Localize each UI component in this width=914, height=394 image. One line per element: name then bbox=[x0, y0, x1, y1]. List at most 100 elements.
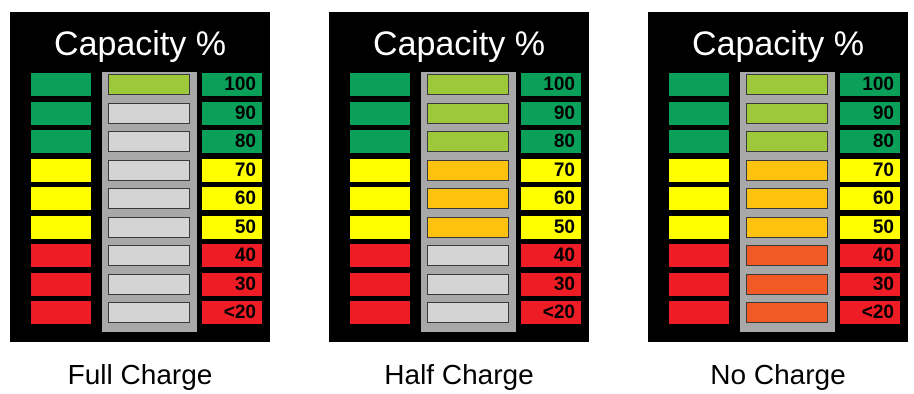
gauge-cell bbox=[427, 273, 509, 295]
capacity-label-text: 70 bbox=[553, 159, 575, 181]
caption-half-charge: Half Charge bbox=[384, 359, 534, 390]
capacity-label: 60 bbox=[840, 187, 900, 210]
band-indicator bbox=[669, 73, 729, 96]
band-indicator bbox=[350, 101, 410, 125]
capacity-label-text: 70 bbox=[234, 159, 256, 181]
capacity-label-text: 100 bbox=[862, 74, 894, 95]
capacity-label: 40 bbox=[202, 244, 262, 267]
gauge-row: 80 bbox=[10, 130, 270, 153]
gauge-cell bbox=[746, 74, 828, 95]
band-indicator bbox=[350, 272, 410, 296]
band-indicator bbox=[350, 244, 410, 267]
capacity-label: <20 bbox=[840, 301, 900, 324]
capacity-label: 80 bbox=[202, 130, 262, 153]
capacity-label-text: 30 bbox=[234, 273, 256, 295]
gauge-row: 70 bbox=[10, 158, 270, 182]
capacity-label-text: 30 bbox=[553, 273, 575, 295]
band-indicator bbox=[669, 187, 729, 210]
capacity-label: <20 bbox=[202, 301, 262, 324]
caption-no-charge: No Charge bbox=[710, 359, 846, 390]
capacity-label: 60 bbox=[202, 187, 262, 210]
gauge-row: 90 bbox=[10, 101, 270, 125]
panel-title: Capacity % bbox=[373, 25, 545, 63]
gauge-row: 100 bbox=[329, 73, 589, 96]
gauge-row: 50 bbox=[10, 215, 270, 239]
capacity-label-text: 70 bbox=[872, 159, 894, 181]
capacity-label-text: 80 bbox=[234, 131, 256, 152]
capacity-label-text: 30 bbox=[872, 273, 894, 295]
capacity-label: 70 bbox=[202, 158, 262, 182]
band-indicator bbox=[31, 187, 91, 210]
capacity-label: 90 bbox=[202, 101, 262, 125]
band-indicator bbox=[31, 244, 91, 267]
gauge-row: 30 bbox=[10, 272, 270, 296]
band-indicator bbox=[31, 301, 91, 324]
gauge-cell bbox=[108, 302, 190, 323]
capacity-label: 100 bbox=[202, 73, 262, 96]
capacity-label-text: 80 bbox=[872, 131, 894, 152]
capacity-panel-full: Capacity % 100 90 80 70 60 50 40 30 <20 bbox=[10, 12, 270, 342]
gauge-row: <20 bbox=[648, 301, 908, 324]
capacity-label: 30 bbox=[521, 272, 581, 296]
panel-title: Capacity % bbox=[54, 25, 226, 63]
gauge-cell bbox=[746, 245, 828, 266]
gauge-cell bbox=[108, 216, 190, 238]
band-indicator bbox=[350, 187, 410, 210]
capacity-label-text: 90 bbox=[234, 102, 256, 124]
band-indicator bbox=[31, 215, 91, 239]
gauge-row: 60 bbox=[10, 187, 270, 210]
capacity-label: 60 bbox=[521, 187, 581, 210]
capacity-label-text: 60 bbox=[553, 188, 575, 209]
gauge-cell bbox=[427, 302, 509, 323]
gauge-row: 40 bbox=[10, 244, 270, 267]
band-indicator bbox=[669, 215, 729, 239]
capacity-label: 40 bbox=[521, 244, 581, 267]
band-indicator bbox=[350, 158, 410, 182]
capacity-label: 30 bbox=[840, 272, 900, 296]
capacity-panel-half: Capacity % 100 90 80 70 60 50 40 30 <20 bbox=[329, 12, 589, 342]
capacity-label: 40 bbox=[840, 244, 900, 267]
gauge-cell bbox=[746, 273, 828, 295]
caption-full-charge: Full Charge bbox=[67, 359, 213, 390]
capacity-label: 90 bbox=[840, 101, 900, 125]
capacity-label-text: 80 bbox=[553, 131, 575, 152]
gauge-cell bbox=[427, 245, 509, 266]
gauge-row: 90 bbox=[329, 101, 589, 125]
gauge-row: 100 bbox=[10, 73, 270, 96]
panel-title: Capacity % bbox=[692, 25, 864, 63]
gauge-row: 50 bbox=[329, 215, 589, 239]
band-indicator bbox=[669, 244, 729, 267]
band-indicator bbox=[669, 130, 729, 153]
gauge-cell bbox=[427, 74, 509, 95]
capacity-label-text: <20 bbox=[223, 302, 256, 323]
gauge-row: <20 bbox=[10, 301, 270, 324]
gauge-cell bbox=[108, 74, 190, 95]
capacity-label-text: <20 bbox=[861, 302, 894, 323]
gauge-row: 70 bbox=[648, 158, 908, 182]
gauge-cell bbox=[746, 159, 828, 181]
band-indicator bbox=[31, 158, 91, 182]
band-indicator bbox=[669, 301, 729, 324]
gauge-cell bbox=[746, 216, 828, 238]
capacity-label: 50 bbox=[202, 215, 262, 239]
gauge-cell bbox=[427, 102, 509, 124]
gauge-row: 90 bbox=[648, 101, 908, 125]
capacity-label-text: 50 bbox=[553, 216, 575, 238]
gauge-cell bbox=[746, 102, 828, 124]
gauge-cell bbox=[108, 159, 190, 181]
gauge-row: 100 bbox=[648, 73, 908, 96]
capacity-label: 70 bbox=[840, 158, 900, 182]
gauge-row: 80 bbox=[648, 130, 908, 153]
capacity-label-text: 90 bbox=[872, 102, 894, 124]
capacity-label-text: 40 bbox=[553, 245, 575, 266]
band-indicator bbox=[669, 158, 729, 182]
gauge-row: 80 bbox=[329, 130, 589, 153]
capacity-label: 50 bbox=[840, 215, 900, 239]
band-indicator bbox=[350, 130, 410, 153]
gauge-cell bbox=[108, 188, 190, 209]
gauge-cell bbox=[427, 188, 509, 209]
gauge-row: 40 bbox=[648, 244, 908, 267]
capacity-label-text: 40 bbox=[234, 245, 256, 266]
band-indicator bbox=[350, 215, 410, 239]
capacity-label: 90 bbox=[521, 101, 581, 125]
